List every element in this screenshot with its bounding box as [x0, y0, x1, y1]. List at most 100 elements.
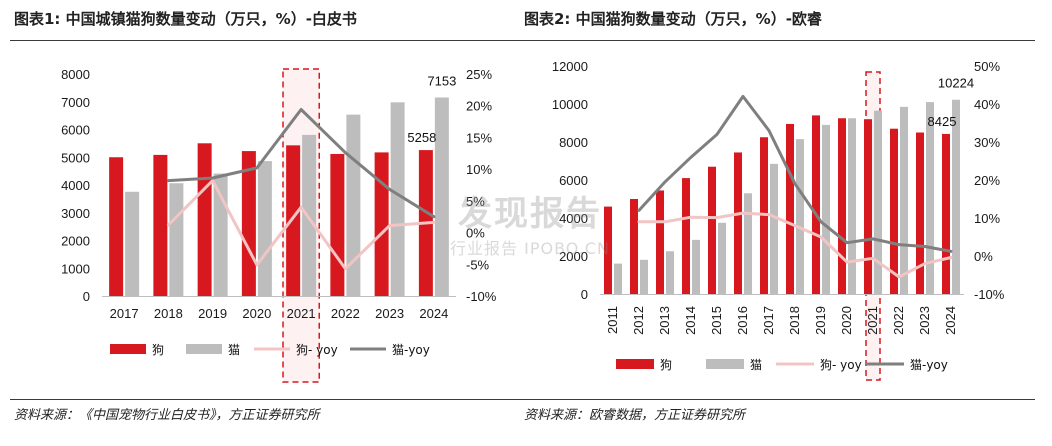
x-tick-label: 2024: [943, 306, 958, 335]
y2-tick-label: 25%: [466, 67, 492, 82]
legend-label: 猫: [750, 358, 762, 372]
x-tick-label: 2021: [287, 306, 316, 321]
legend-label: 狗- yoy: [296, 343, 338, 357]
legend-label: 狗- yoy: [820, 358, 862, 372]
x-tick-label: 2023: [917, 306, 932, 335]
data-label: 5258: [407, 130, 436, 145]
bar-dog: [864, 119, 872, 294]
y2-tick-label: 5%: [466, 194, 485, 209]
y2-tick-label: 10%: [974, 211, 1000, 226]
x-tick-label: 2017: [761, 306, 776, 335]
x-tick-label: 2019: [198, 306, 227, 321]
bar-dog: [286, 145, 301, 296]
bar-dog: [838, 118, 846, 294]
x-tick-label: 2023: [375, 306, 404, 321]
y2-tick-label: 30%: [974, 135, 1000, 150]
line-cat-yoy: [637, 94, 953, 253]
bar-dog: [890, 128, 898, 294]
y-tick-label: 3000: [61, 206, 90, 221]
bar-cat: [213, 173, 228, 296]
bar-cat: [770, 163, 778, 294]
bar-dog: [942, 133, 950, 294]
y-tick-label: 0: [83, 289, 90, 304]
data-label: 8425: [928, 114, 957, 129]
line-dog-yoy: [637, 211, 953, 279]
y-tick-label: 2000: [61, 234, 90, 249]
chart-panel-1: 图表1: 中国城镇猫狗数量变动（万只，%）-白皮书 8000 7000 6000 50…: [10, 0, 525, 446]
source-rule: [10, 399, 525, 400]
x-tick-label: 2013: [657, 306, 672, 335]
line-cat-yoy: [166, 108, 436, 219]
y-tick-label: 5000: [61, 150, 90, 165]
y-tick-label: 8000: [61, 67, 90, 82]
bar-cat: [346, 114, 361, 296]
y2-tick-label: -10%: [466, 289, 497, 304]
bar-dog: [153, 154, 168, 296]
legend-swatch: [110, 344, 146, 354]
y-tick-label: 8000: [559, 135, 588, 150]
x-tick-label: 2021: [865, 306, 880, 335]
legend-label: 猫: [228, 343, 240, 357]
bar-dog: [241, 151, 256, 296]
x-tick-label: 2011: [605, 306, 620, 334]
bar-dog: [734, 152, 742, 294]
chart-source: 资料来源：《中国宠物行业白皮书》，方正证券研究所: [14, 408, 320, 423]
bar-dog: [786, 123, 794, 294]
bar-dog: [109, 157, 124, 296]
x-tick-label: 2014: [683, 306, 698, 335]
x-tick-label: 2015: [709, 306, 724, 335]
chart-1-svg: 8000 7000 6000 5000 4000 3000 2000 1000 0 25% 20% 1…: [61, 67, 497, 383]
legend-swatch: [706, 359, 744, 369]
y-tick-label: 1000: [61, 261, 90, 276]
bar-dog: [197, 143, 212, 296]
bar-cat: [666, 251, 674, 294]
chart-source: 资料来源：欧睿数据，方正证券研究所: [524, 408, 746, 423]
legend-swatch: [616, 359, 654, 369]
bar-cat: [848, 118, 856, 294]
y-tick-label: 10000: [552, 97, 588, 112]
y2-tick-label: 15%: [466, 130, 492, 145]
x-tick-label: 2019: [813, 306, 828, 335]
x-tick-label: 2024: [419, 306, 448, 321]
bar-cat: [692, 239, 700, 294]
y2-tick-label: 50%: [974, 59, 1000, 74]
line-dog-yoy: [166, 179, 436, 271]
y2-tick-label: 20%: [974, 173, 1000, 188]
x-tick-label: 2012: [631, 306, 646, 335]
x-tick-label: 2018: [154, 306, 183, 321]
chart-title: 图表1: 中国城镇猫狗数量变动（万只，%）-白皮书: [14, 10, 357, 28]
bar-cat: [125, 191, 140, 296]
bar-dog: [708, 166, 716, 294]
bar-cat: [614, 263, 622, 294]
bar-cat: [640, 259, 648, 294]
legend-label: 猫-yoy: [392, 343, 430, 357]
x-tick-label: 2018: [787, 306, 802, 335]
bar-dog: [812, 115, 820, 295]
legend-swatch: [186, 344, 222, 354]
bar-cat: [926, 102, 934, 294]
bar-dog: [682, 178, 690, 294]
y-tick-label: 12000: [552, 59, 588, 74]
bar-cat: [718, 222, 726, 294]
bar-dog: [656, 190, 664, 294]
bar-cat: [302, 134, 317, 296]
title-rule: [10, 40, 525, 41]
y-tick-label: 6000: [559, 173, 588, 188]
source-rule: [520, 399, 1035, 400]
y2-tick-label: 20%: [466, 99, 492, 114]
y2-tick-label: 10%: [466, 162, 492, 177]
x-tick-label: 2022: [331, 306, 360, 321]
bar-dog: [330, 153, 345, 296]
y-tick-label: 4000: [559, 211, 588, 226]
y-tick-label: 0: [581, 287, 588, 302]
bar-cat: [390, 102, 405, 297]
x-tick-label: 2017: [110, 306, 139, 321]
bar-dog: [916, 132, 924, 294]
x-tick-label: 2020: [839, 306, 854, 335]
y-tick-label: 7000: [61, 95, 90, 110]
y2-tick-label: -10%: [974, 287, 1005, 302]
y2-tick-label: 40%: [974, 97, 1000, 112]
legend-label: 狗: [152, 343, 164, 357]
data-label: 10224: [938, 76, 974, 91]
legend-label: 猫-yoy: [910, 358, 948, 372]
